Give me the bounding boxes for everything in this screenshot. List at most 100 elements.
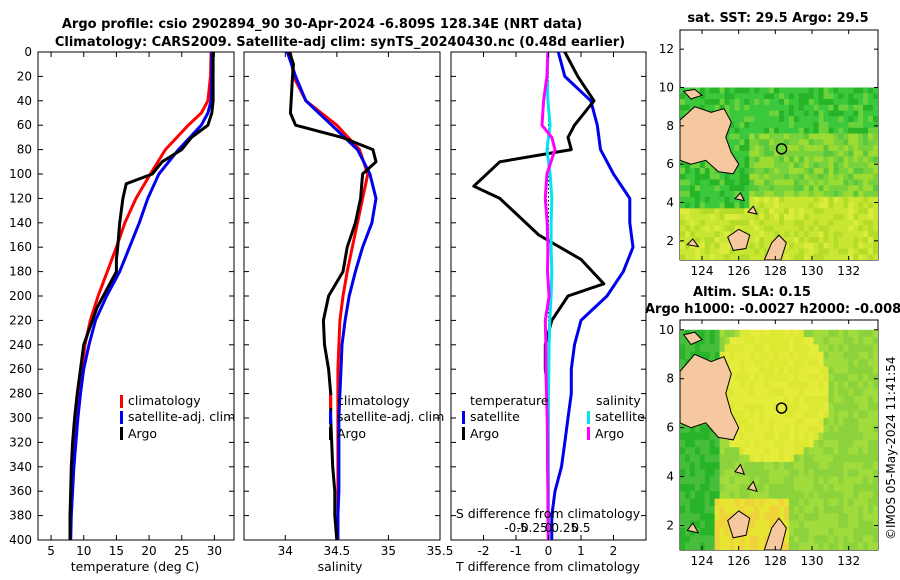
map-cell <box>739 214 745 221</box>
map-cell <box>858 99 864 106</box>
map-cell <box>709 104 716 112</box>
map-cell <box>848 87 854 94</box>
map-cell <box>858 225 864 232</box>
map-cell <box>749 417 755 426</box>
map-cell <box>739 99 745 106</box>
map-cell <box>754 237 760 244</box>
map-cell <box>868 156 874 163</box>
map-cell <box>764 535 770 544</box>
map-cell <box>714 491 721 500</box>
map-cell <box>704 225 711 232</box>
map-cell <box>858 535 864 544</box>
map-cell <box>863 93 869 100</box>
map-cell <box>739 179 745 186</box>
map-cell <box>774 337 780 345</box>
map-cell <box>868 366 874 375</box>
map-cell <box>680 191 686 198</box>
map-cell <box>838 373 844 382</box>
map-cell <box>848 395 854 404</box>
map-cell <box>699 542 706 550</box>
map-cell <box>779 395 785 404</box>
map-cell <box>788 439 795 448</box>
map-cell <box>838 191 844 198</box>
map-cell <box>724 337 730 345</box>
map-cell <box>769 520 775 529</box>
map-cell <box>818 173 825 181</box>
map-cell <box>823 528 829 536</box>
map-cell <box>798 214 805 221</box>
map-cell <box>863 447 869 456</box>
map-cell <box>818 417 825 426</box>
map-cell <box>873 542 878 550</box>
map-cell <box>863 373 869 382</box>
map-cell <box>714 520 721 529</box>
map-cell <box>699 225 706 232</box>
map-cell <box>853 337 859 345</box>
map-cell <box>729 122 735 129</box>
map-cell <box>848 225 854 232</box>
map-cell <box>848 99 854 106</box>
map-cell <box>803 329 810 338</box>
map-cell <box>873 520 878 529</box>
map-cell <box>813 388 820 397</box>
s-diff-tick-label: 0.25 <box>551 521 578 535</box>
map-cell <box>823 150 829 158</box>
argo-position-marker <box>775 143 788 155</box>
map-cell <box>759 542 765 550</box>
map-cell <box>808 483 815 492</box>
map-cell <box>680 425 686 434</box>
map-cell <box>848 127 854 135</box>
map-cell <box>873 179 878 186</box>
map-cell <box>744 168 750 175</box>
map-cell <box>699 162 706 169</box>
map-cell <box>744 439 750 448</box>
y-tick-label: 320 <box>9 435 32 449</box>
map-cell <box>793 528 800 536</box>
map-cell <box>863 403 869 412</box>
map-cell <box>813 214 820 221</box>
map-cell <box>744 381 750 390</box>
map-cell <box>838 127 844 135</box>
series-argo <box>68 52 215 540</box>
map-cell <box>813 542 820 550</box>
map-cell <box>808 191 815 198</box>
map-cell <box>788 373 795 382</box>
map-cell <box>729 337 735 345</box>
map-cell <box>798 179 805 186</box>
map-cell <box>774 513 780 522</box>
map-cell <box>813 254 820 260</box>
map-cell <box>769 454 775 463</box>
map-cell <box>680 432 686 441</box>
map-cell <box>680 535 686 544</box>
map-cell <box>779 432 785 441</box>
map-cell <box>749 196 755 204</box>
map-cell <box>863 145 869 152</box>
map-cell <box>808 93 815 100</box>
map-cell <box>764 127 770 135</box>
map-cell <box>714 498 721 507</box>
map-cell <box>774 483 780 492</box>
map-cell <box>843 139 849 146</box>
map-cell <box>769 122 775 129</box>
map-cell <box>843 93 849 100</box>
map-cell <box>808 344 815 353</box>
map-cell <box>813 506 820 514</box>
map-cell <box>759 351 765 360</box>
map-cell <box>863 150 869 158</box>
map-cell <box>729 439 735 448</box>
legend-mark-sal-argo <box>587 427 590 440</box>
map-cell <box>734 395 740 404</box>
map-cell <box>724 454 730 463</box>
map-cell <box>823 417 829 426</box>
map-cell <box>714 447 721 456</box>
map-cell <box>828 242 834 250</box>
map-cell <box>694 498 701 507</box>
map-cell <box>709 225 716 232</box>
map-cell <box>863 231 869 238</box>
map-cell <box>734 388 740 397</box>
map-cell <box>680 110 686 117</box>
map-cell <box>749 395 755 404</box>
map-cell <box>685 520 691 529</box>
map-cell <box>754 425 760 434</box>
map-cell <box>858 344 864 353</box>
